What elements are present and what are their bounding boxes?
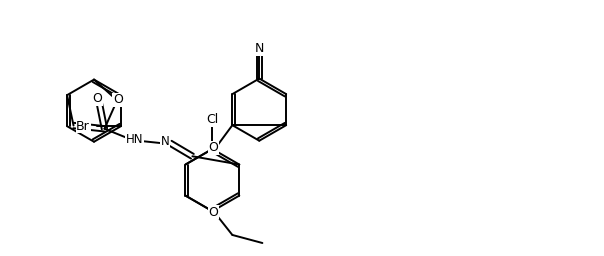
Text: N: N [255,42,264,55]
Text: Cl: Cl [206,113,219,126]
Text: O: O [208,141,219,154]
Text: N: N [161,135,170,148]
Text: HN: HN [126,133,143,146]
Text: O: O [92,92,102,105]
Text: O: O [113,93,123,106]
Text: O: O [208,206,219,219]
Text: Br: Br [76,120,90,133]
